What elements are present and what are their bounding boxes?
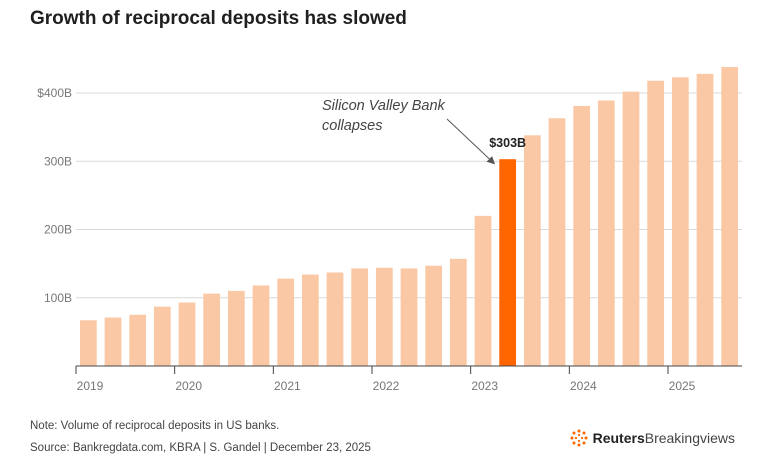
- annotation: $303B Silicon Valley Bank collapses: [322, 98, 526, 165]
- y-tick-label: 100B: [44, 291, 72, 305]
- bars: [79, 67, 739, 367]
- bar: [227, 290, 245, 366]
- bar: [375, 267, 393, 366]
- bar: [721, 67, 739, 366]
- bar: [203, 293, 221, 366]
- bar: [351, 268, 369, 366]
- highlight-value-label: $303B: [489, 136, 526, 150]
- bar: [104, 317, 122, 366]
- bar: [252, 285, 270, 366]
- bar: [129, 314, 147, 366]
- reuters-dots-icon: [570, 429, 588, 447]
- bar: [277, 278, 295, 366]
- bar: [597, 100, 615, 366]
- bar: [696, 73, 714, 366]
- bar: [622, 91, 640, 366]
- bar: [79, 320, 97, 366]
- y-tick-label: 200B: [44, 223, 72, 237]
- chart-source: Source: Bankregdata.com, KBRA | S. Gande…: [30, 442, 371, 454]
- chart-note: Note: Volume of reciprocal deposits in U…: [30, 420, 280, 432]
- logo-brand-text: Reuters: [592, 430, 645, 446]
- bar: [400, 268, 418, 366]
- logo-sub-text: Breakingviews: [644, 430, 735, 446]
- bar: [671, 77, 689, 367]
- reuters-breakingviews-logo[interactable]: Reuters Breakingviews: [570, 429, 735, 447]
- x-tick-label: 2023: [471, 379, 498, 393]
- bar: [573, 105, 591, 366]
- bar: [647, 80, 665, 366]
- bar: [548, 118, 566, 366]
- bar-highlight: [499, 159, 517, 366]
- x-tick-label: 2020: [175, 379, 202, 393]
- x-tick-label: 2021: [274, 379, 301, 393]
- bar: [523, 135, 541, 366]
- bar: [425, 265, 443, 366]
- bar: [326, 272, 344, 366]
- y-tick-label: 300B: [44, 154, 72, 168]
- bar: [301, 274, 319, 366]
- bar: [153, 306, 171, 366]
- annotation-arrow: [446, 118, 496, 165]
- y-tick-label: $400B: [37, 86, 72, 100]
- x-tick-label: 2019: [77, 379, 104, 393]
- x-tick-label: 2025: [669, 379, 696, 393]
- chart-title: Growth of reciprocal deposits has slowed: [30, 8, 407, 29]
- axes: 2019 2020 2021 2022 2023 2024 2025: [75, 365, 742, 393]
- bar: [178, 302, 196, 366]
- annotation-text: collapses: [322, 118, 382, 134]
- annotation-text: Silicon Valley Bank: [322, 98, 446, 114]
- bar: [474, 215, 492, 366]
- x-tick-label: 2024: [570, 379, 597, 393]
- x-tick-label: 2022: [373, 379, 400, 393]
- bar: [449, 258, 467, 366]
